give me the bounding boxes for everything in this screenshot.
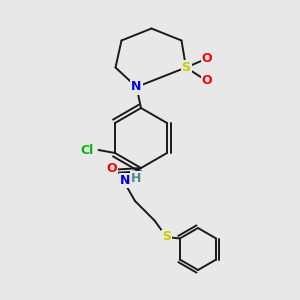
Text: O: O xyxy=(202,74,212,88)
Text: Cl: Cl xyxy=(80,143,93,157)
Text: O: O xyxy=(106,162,117,176)
Text: S: S xyxy=(162,230,171,244)
Text: H: H xyxy=(130,172,141,185)
Text: O: O xyxy=(202,52,212,65)
Text: N: N xyxy=(131,80,142,94)
Text: S: S xyxy=(182,61,190,74)
Text: N: N xyxy=(120,173,130,187)
